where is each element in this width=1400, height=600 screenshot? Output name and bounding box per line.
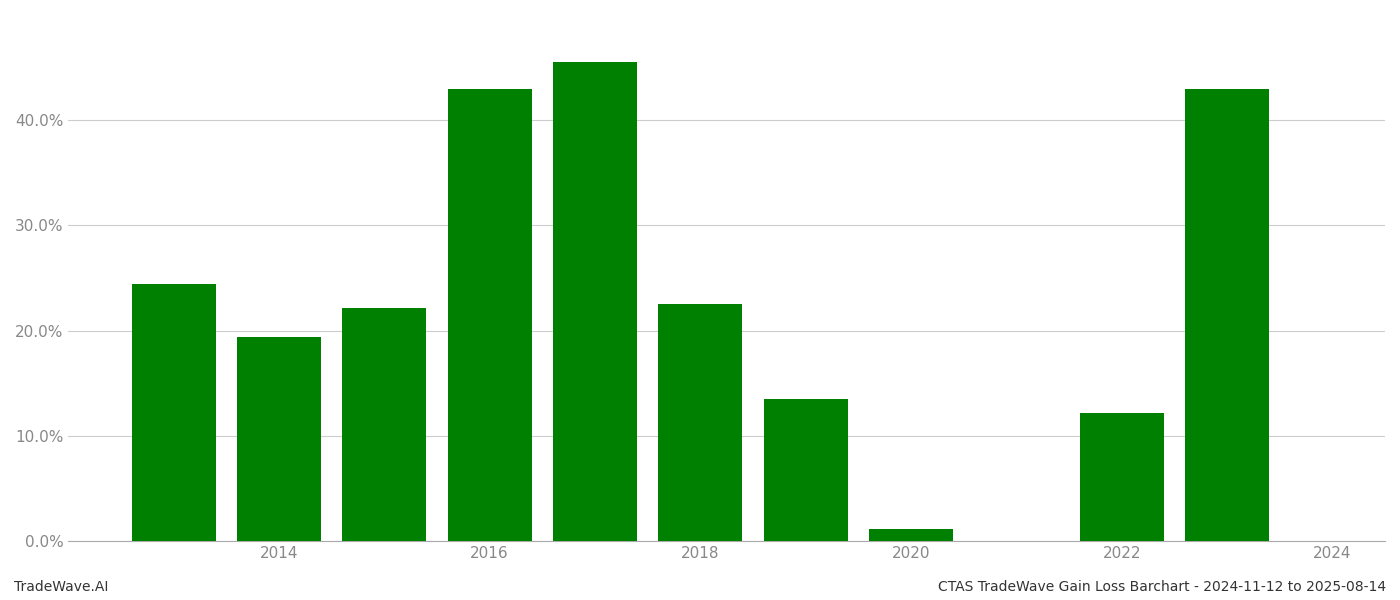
Bar [237, 337, 321, 541]
Bar [132, 284, 216, 541]
Bar [448, 89, 532, 541]
Bar [342, 308, 427, 541]
Bar [553, 62, 637, 541]
Text: TradeWave.AI: TradeWave.AI [14, 580, 108, 594]
Bar [658, 304, 742, 541]
Bar [1184, 89, 1270, 541]
Text: CTAS TradeWave Gain Loss Barchart - 2024-11-12 to 2025-08-14: CTAS TradeWave Gain Loss Barchart - 2024… [938, 580, 1386, 594]
Bar [1079, 413, 1163, 541]
Bar [869, 529, 953, 541]
Bar [763, 399, 848, 541]
